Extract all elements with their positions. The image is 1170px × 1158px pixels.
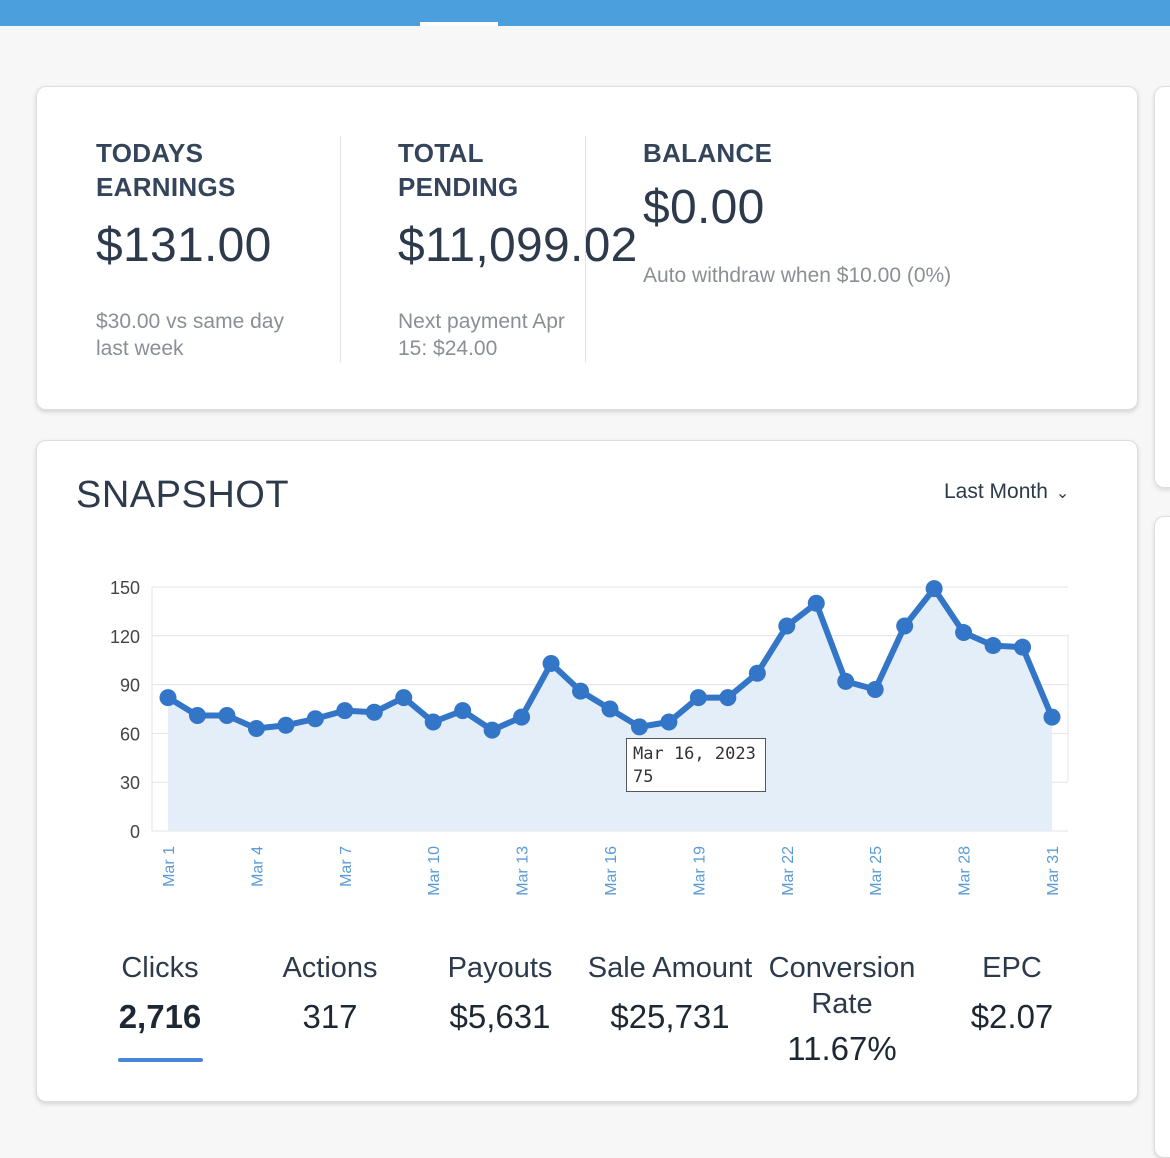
metric-label: Payouts	[447, 952, 553, 984]
x-tick-label: Mar 31	[1045, 846, 1062, 896]
data-point	[689, 689, 707, 707]
tooltip-value: 75	[633, 767, 654, 787]
x-tick-label: Mar 1	[161, 846, 178, 887]
balance-stat: BALANCE $0.00 Auto withdraw when $10.00 …	[643, 136, 1043, 289]
todays-earnings-label: TODAYS EARNINGS	[96, 138, 236, 202]
y-tick-label: 150	[110, 578, 140, 598]
todays-earnings-value: $131.00	[96, 219, 272, 272]
metric-label: Sale Amount	[587, 952, 753, 984]
date-range-value: Last Month	[944, 480, 1048, 503]
x-tick-label: Mar 19	[691, 846, 708, 896]
metric-value: $25,731	[610, 998, 730, 1035]
data-point	[277, 716, 295, 734]
data-point	[719, 689, 737, 707]
y-tick-label: 90	[120, 676, 140, 696]
data-point	[336, 702, 354, 720]
y-tick-label: 30	[120, 773, 140, 793]
data-point	[778, 617, 796, 635]
todays-earnings-stat: TODAYS EARNINGS $131.00 $30.00 vs same d…	[96, 136, 326, 362]
metric-value: 11.67%	[787, 1030, 897, 1067]
data-point	[454, 702, 472, 720]
data-point	[1014, 638, 1032, 656]
balance-label: BALANCE	[643, 138, 773, 168]
data-point	[247, 720, 265, 738]
metric-value: $5,631	[449, 998, 551, 1035]
total-pending-stat: TOTAL PENDING $11,099.02 Next payment Ap…	[398, 136, 648, 362]
data-point	[630, 718, 648, 736]
data-point	[866, 680, 884, 698]
data-point	[807, 594, 825, 612]
metric-value: $2.07	[970, 998, 1054, 1035]
earnings-card	[36, 86, 1138, 410]
data-point	[660, 713, 678, 731]
x-tick-label: Mar 22	[780, 846, 797, 896]
total-pending-value: $11,099.02	[398, 219, 638, 272]
metric-label: Conversion Rate	[768, 952, 916, 1020]
auto-withdraw-info: Auto withdraw when $10.00 (0%)	[643, 264, 952, 287]
data-point	[159, 689, 177, 707]
data-point	[513, 708, 531, 726]
metric-epc[interactable]: EPC $2.07	[927, 950, 1097, 1036]
stat-divider	[585, 136, 586, 362]
metric-conversion-rate[interactable]: Conversion Rate 11.67%	[757, 950, 927, 1068]
y-tick-label: 60	[120, 724, 140, 744]
metric-label: EPC	[982, 952, 1042, 984]
metric-payouts[interactable]: Payouts $5,631	[415, 950, 585, 1036]
todays-earnings-comparison: $30.00 vs same day last week	[96, 310, 284, 360]
next-payment-info: Next payment Apr 15: $24.00	[398, 310, 565, 360]
metric-sale-amount[interactable]: Sale Amount $25,731	[585, 950, 755, 1036]
snapshot-title: SNAPSHOT	[76, 474, 290, 516]
metric-actions[interactable]: Actions 317	[245, 950, 415, 1036]
chart-tooltip: Mar 16, 2023 75	[626, 738, 766, 792]
metric-value: 317	[302, 998, 358, 1035]
data-point	[572, 682, 590, 700]
metric-clicks[interactable]: Clicks 2,716	[75, 950, 245, 1036]
data-point	[601, 700, 619, 718]
date-range-dropdown[interactable]: Last Month ⌄	[944, 480, 1069, 504]
active-metric-underline	[118, 1058, 203, 1062]
data-point	[395, 689, 413, 707]
x-tick-label: Mar 7	[338, 846, 355, 887]
x-tick-label: Mar 13	[515, 846, 532, 896]
data-point	[984, 637, 1002, 655]
stat-divider	[340, 136, 341, 362]
y-tick-label: 0	[130, 822, 140, 842]
x-tick-label: Mar 25	[868, 846, 885, 896]
data-point	[1043, 708, 1061, 726]
data-point	[896, 617, 914, 635]
chevron-down-icon: ⌄	[1055, 485, 1070, 502]
top-app-bar	[0, 0, 1170, 26]
x-tick-label: Mar 28	[957, 846, 974, 896]
data-point	[748, 664, 766, 682]
data-point	[306, 710, 324, 728]
x-tick-label: Mar 10	[426, 846, 443, 896]
data-point	[542, 654, 560, 672]
data-point	[955, 624, 973, 642]
data-point	[925, 580, 943, 598]
x-tick-label: Mar 16	[603, 846, 620, 896]
data-point	[218, 707, 236, 725]
y-tick-label: 120	[110, 627, 140, 647]
data-point	[424, 713, 442, 731]
balance-value: $0.00	[643, 181, 765, 234]
metric-label: Clicks	[121, 952, 199, 984]
x-tick-label: Mar 4	[249, 846, 266, 887]
active-tab-indicator	[420, 22, 498, 26]
data-point	[365, 703, 383, 721]
metric-value: 2,716	[118, 998, 202, 1035]
metric-label: Actions	[282, 952, 378, 984]
data-point	[188, 707, 206, 725]
total-pending-label: TOTAL PENDING	[398, 138, 519, 202]
data-point	[837, 672, 855, 690]
clicks-area-chart: 0 30 60 90 120 150 Mar 1 Mar 4 Mar 7 Mar 10 Mar 13…	[110, 578, 1069, 896]
tooltip-date: Mar 16, 2023	[633, 744, 756, 764]
side-card-peek	[1154, 86, 1170, 488]
data-point	[483, 721, 501, 739]
